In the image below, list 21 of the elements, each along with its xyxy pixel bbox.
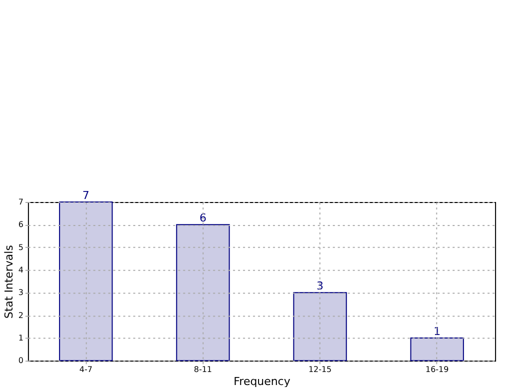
bar [59, 201, 113, 362]
data-label: 7 [82, 188, 90, 202]
bar [176, 224, 230, 362]
bar [410, 338, 464, 362]
y-tick-label: 7 [18, 197, 24, 206]
x-tick-label: 4-7 [79, 365, 92, 374]
y-tick-label: 3 [18, 288, 24, 298]
y-tick-label: 4 [18, 265, 24, 274]
y-axis-title: Stat Intervals [2, 244, 16, 319]
data-label: 1 [434, 325, 441, 338]
y-tick-label: 1 [18, 334, 24, 343]
bar [293, 292, 347, 362]
y-tick-label: 5 [18, 242, 24, 252]
y-tick-label: 2 [18, 310, 24, 320]
y-tick-label: 6 [18, 220, 24, 230]
data-label: 3 [316, 280, 324, 293]
y-tick-label: 0 [18, 356, 24, 366]
x-tick-label: 16-19 [426, 365, 449, 374]
x-tick-label: 12-15 [308, 365, 332, 374]
x-tick-label: 8-11 [194, 365, 212, 374]
data-label: 6 [199, 212, 206, 225]
